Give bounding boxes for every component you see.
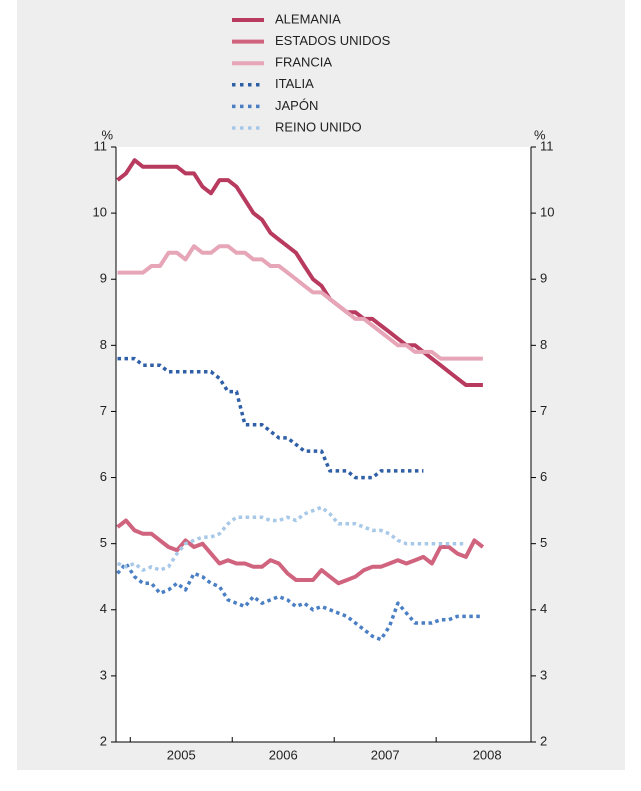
y2-tick-label: 4 xyxy=(540,601,547,616)
y2-tick-label: 3 xyxy=(540,667,547,682)
y-tick-label: 9 xyxy=(100,271,107,286)
y-tick-label: 2 xyxy=(100,733,107,748)
y2-tick-label: 11 xyxy=(540,138,554,153)
y-tick-label: 5 xyxy=(100,535,107,550)
legend-label: REINO UNIDO xyxy=(275,119,362,134)
series-line xyxy=(116,561,483,642)
y-tick-label: 10 xyxy=(93,205,107,220)
y-axis-unit: % xyxy=(101,127,113,142)
legend-label: ALEMANIA xyxy=(275,11,341,26)
x-tick-label: 2007 xyxy=(371,747,400,762)
y-tick-label: 7 xyxy=(100,403,107,418)
series-line xyxy=(117,244,483,361)
legend-label: JAPÓN xyxy=(275,98,318,113)
legend-label: ITALIA xyxy=(275,76,314,91)
x-tick-label: 2005 xyxy=(167,747,196,762)
y2-tick-label: 7 xyxy=(540,403,547,418)
y2-axis-unit: % xyxy=(534,127,546,142)
y-tick-label: 6 xyxy=(100,469,107,484)
y-tick-label: 4 xyxy=(100,601,107,616)
y2-tick-label: 6 xyxy=(540,469,547,484)
y-tick-label: 11 xyxy=(94,138,108,153)
y2-tick-label: 8 xyxy=(540,337,547,352)
y2-tick-label: 2 xyxy=(540,733,547,748)
series-line xyxy=(116,518,485,586)
y-tick-label: 8 xyxy=(100,337,107,352)
y2-tick-label: 9 xyxy=(540,271,547,286)
y-tick-label: 3 xyxy=(100,667,107,682)
legend-label: ESTADOS UNIDOS xyxy=(275,33,391,48)
x-tick-label: 2008 xyxy=(473,747,502,762)
y2-tick-label: 5 xyxy=(540,535,547,550)
legend-label: FRANCIA xyxy=(275,55,332,70)
x-tick-label: 2006 xyxy=(269,747,298,762)
y2-tick-label: 10 xyxy=(540,205,554,220)
plot-area xyxy=(116,147,531,742)
